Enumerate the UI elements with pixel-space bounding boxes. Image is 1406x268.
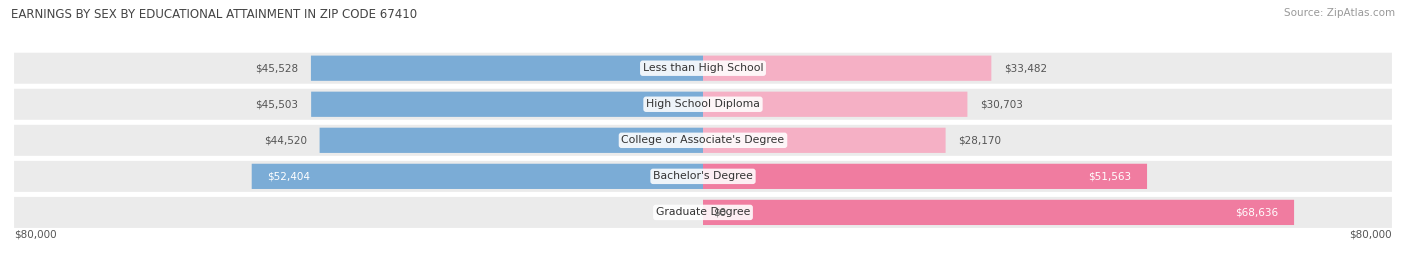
Text: $68,636: $68,636 [1236, 207, 1278, 217]
FancyBboxPatch shape [703, 55, 991, 81]
Text: $28,170: $28,170 [959, 135, 1001, 145]
Text: $45,528: $45,528 [254, 63, 298, 73]
FancyBboxPatch shape [311, 55, 703, 81]
Text: $80,000: $80,000 [1350, 229, 1392, 239]
FancyBboxPatch shape [703, 128, 946, 153]
Text: $0: $0 [713, 207, 727, 217]
Text: $45,503: $45,503 [256, 99, 298, 109]
FancyBboxPatch shape [703, 92, 967, 117]
Text: $52,404: $52,404 [267, 171, 311, 181]
FancyBboxPatch shape [319, 128, 703, 153]
Text: Bachelor's Degree: Bachelor's Degree [652, 171, 754, 181]
FancyBboxPatch shape [311, 92, 703, 117]
Text: $30,703: $30,703 [980, 99, 1024, 109]
Text: $33,482: $33,482 [1004, 63, 1047, 73]
FancyBboxPatch shape [14, 53, 1392, 84]
Text: Source: ZipAtlas.com: Source: ZipAtlas.com [1284, 8, 1395, 18]
FancyBboxPatch shape [14, 89, 1392, 120]
Text: College or Associate's Degree: College or Associate's Degree [621, 135, 785, 145]
Text: $51,563: $51,563 [1088, 171, 1132, 181]
FancyBboxPatch shape [703, 164, 1147, 189]
Text: Graduate Degree: Graduate Degree [655, 207, 751, 217]
Text: High School Diploma: High School Diploma [647, 99, 759, 109]
FancyBboxPatch shape [14, 161, 1392, 192]
Text: EARNINGS BY SEX BY EDUCATIONAL ATTAINMENT IN ZIP CODE 67410: EARNINGS BY SEX BY EDUCATIONAL ATTAINMEN… [11, 8, 418, 21]
Text: Less than High School: Less than High School [643, 63, 763, 73]
Text: $80,000: $80,000 [14, 229, 56, 239]
FancyBboxPatch shape [14, 197, 1392, 228]
FancyBboxPatch shape [703, 200, 1294, 225]
FancyBboxPatch shape [14, 125, 1392, 156]
Text: $44,520: $44,520 [264, 135, 307, 145]
FancyBboxPatch shape [252, 164, 703, 189]
